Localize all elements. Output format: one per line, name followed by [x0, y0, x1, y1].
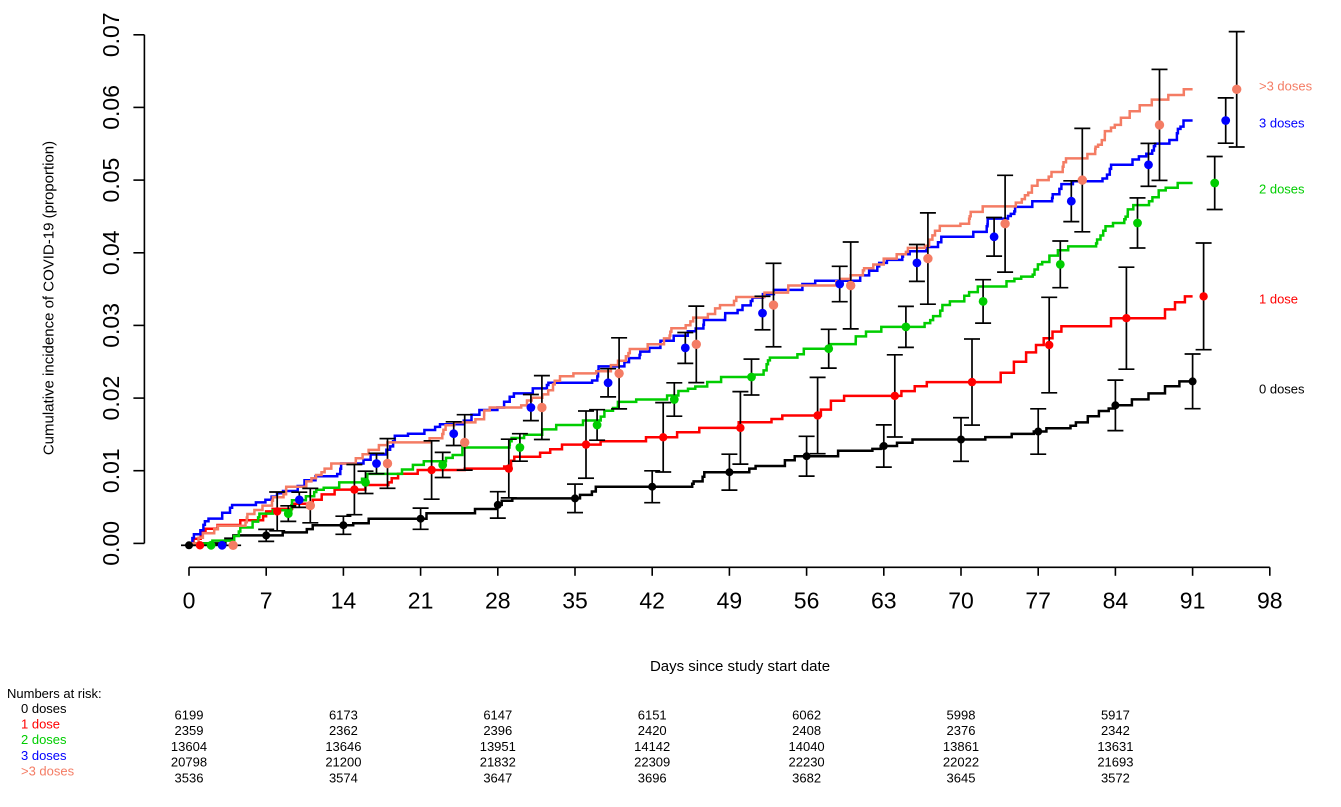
svg-text:6147: 6147: [483, 708, 512, 723]
svg-text:2 doses: 2 doses: [1259, 182, 1305, 197]
svg-text:3 doses: 3 doses: [21, 748, 67, 763]
svg-text:0.05: 0.05: [98, 158, 124, 203]
svg-text:98: 98: [1257, 588, 1283, 614]
svg-text:13604: 13604: [171, 739, 207, 754]
svg-text:2 doses: 2 doses: [21, 732, 67, 747]
svg-text:35: 35: [562, 588, 588, 614]
svg-text:20798: 20798: [171, 755, 207, 770]
svg-text:>3 doses: >3 doses: [1259, 79, 1313, 94]
svg-text:21832: 21832: [480, 755, 516, 770]
svg-text:Cumulative incidence of COVID-: Cumulative incidence of COVID-19 (propor…: [41, 141, 58, 455]
svg-text:84: 84: [1103, 588, 1129, 614]
svg-text:14: 14: [331, 588, 357, 614]
svg-text:6173: 6173: [329, 708, 358, 723]
svg-text:70: 70: [948, 588, 974, 614]
svg-text:6199: 6199: [175, 708, 204, 723]
svg-text:5917: 5917: [1101, 708, 1130, 723]
svg-text:28: 28: [485, 588, 511, 614]
svg-text:0.02: 0.02: [98, 376, 124, 421]
svg-text:13631: 13631: [1097, 739, 1133, 754]
svg-text:2408: 2408: [792, 723, 821, 738]
svg-text:0.00: 0.00: [98, 521, 124, 566]
svg-text:77: 77: [1025, 588, 1051, 614]
svg-text:3682: 3682: [792, 770, 821, 785]
svg-text:0.03: 0.03: [98, 303, 124, 348]
svg-text:3647: 3647: [483, 770, 512, 785]
svg-text:13861: 13861: [943, 739, 979, 754]
svg-text:3 doses: 3 doses: [1259, 115, 1305, 130]
svg-text:0 doses: 0 doses: [21, 701, 67, 716]
svg-text:13646: 13646: [325, 739, 361, 754]
svg-text:14142: 14142: [634, 739, 670, 754]
svg-text:13951: 13951: [480, 739, 516, 754]
svg-text:Numbers at risk:: Numbers at risk:: [7, 686, 102, 701]
svg-text:49: 49: [717, 588, 743, 614]
svg-text:0.01: 0.01: [98, 448, 124, 493]
svg-text:6062: 6062: [792, 708, 821, 723]
svg-text:63: 63: [871, 588, 897, 614]
svg-text:22022: 22022: [943, 755, 979, 770]
svg-text:7: 7: [260, 588, 273, 614]
svg-text:2420: 2420: [638, 723, 667, 738]
svg-text:91: 91: [1180, 588, 1206, 614]
svg-text:14040: 14040: [789, 739, 825, 754]
svg-text:3645: 3645: [947, 770, 976, 785]
svg-text:3572: 3572: [1101, 770, 1130, 785]
svg-text:21200: 21200: [325, 755, 361, 770]
svg-text:2396: 2396: [483, 723, 512, 738]
svg-text:21: 21: [408, 588, 434, 614]
svg-text:5998: 5998: [947, 708, 976, 723]
svg-text:3536: 3536: [175, 770, 204, 785]
svg-text:3574: 3574: [329, 770, 358, 785]
svg-text:22309: 22309: [634, 755, 670, 770]
svg-text:42: 42: [639, 588, 665, 614]
svg-text:56: 56: [794, 588, 820, 614]
svg-text:0.06: 0.06: [98, 85, 124, 130]
svg-text:2362: 2362: [329, 723, 358, 738]
svg-text:0 doses: 0 doses: [1259, 381, 1305, 396]
svg-text:>3 doses: >3 doses: [21, 763, 75, 778]
svg-text:2359: 2359: [175, 723, 204, 738]
svg-text:2342: 2342: [1101, 723, 1130, 738]
svg-text:Days since study start date: Days since study start date: [650, 658, 830, 675]
svg-text:3696: 3696: [638, 770, 667, 785]
svg-text:0.07: 0.07: [98, 12, 124, 57]
svg-text:6151: 6151: [638, 708, 667, 723]
svg-text:1 dose: 1 dose: [21, 717, 60, 732]
svg-text:0: 0: [183, 588, 196, 614]
svg-text:22230: 22230: [789, 755, 825, 770]
svg-text:1 dose: 1 dose: [1259, 291, 1298, 306]
svg-text:2376: 2376: [947, 723, 976, 738]
svg-text:21693: 21693: [1097, 755, 1133, 770]
svg-text:0.04: 0.04: [98, 230, 124, 275]
